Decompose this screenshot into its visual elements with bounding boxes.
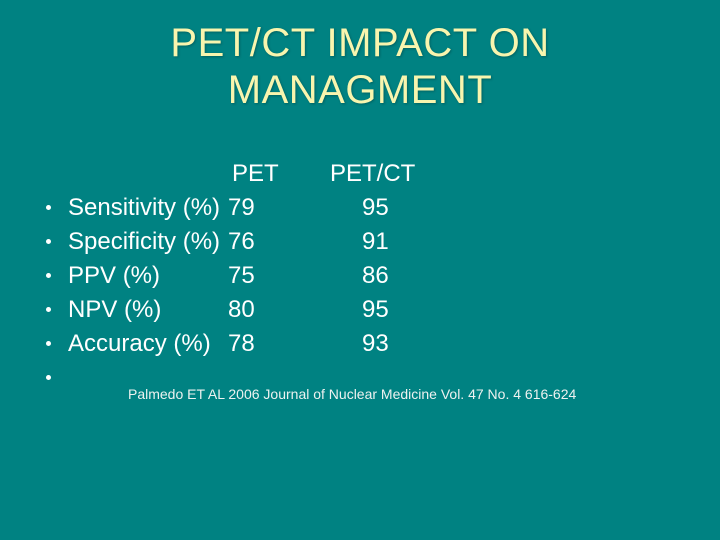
title-line-2: MANAGMENT	[227, 68, 493, 112]
bullet-icon	[46, 375, 51, 380]
results-table: PET PET/CT Sensitivity (%) 79 95 Specifi…	[0, 157, 720, 395]
table-row-sensitivity: Sensitivity (%) 79 95	[0, 191, 720, 225]
row-label: Sensitivity (%)	[68, 194, 221, 221]
row-label: Specificity (%)	[68, 228, 221, 255]
petct-value: 95	[362, 194, 389, 221]
row-label: Accuracy (%)	[68, 330, 211, 357]
row-label: PPV (%)	[68, 262, 161, 289]
row-label: NPV (%)	[68, 296, 162, 323]
pet-value: 75	[228, 262, 255, 289]
petct-value: 93	[362, 330, 389, 357]
pet-column-header: PET	[232, 160, 279, 187]
citation: Palmedo ET AL 2006 Journal of Nuclear Me…	[128, 386, 577, 402]
table-row-specificity: Specificity (%) 76 91	[0, 225, 720, 259]
table-row-accuracy: Accuracy (%) 78 93	[0, 327, 720, 361]
petct-value: 91	[362, 228, 389, 255]
petct-column-header: PET/CT	[330, 160, 416, 187]
table-header-row: PET PET/CT	[0, 157, 720, 191]
petct-value: 86	[362, 262, 389, 289]
empty-bullet-row	[0, 361, 720, 395]
slide-title: PET/CT IMPACT ON MANAGMENT	[0, 20, 720, 114]
pet-value: 79	[228, 194, 255, 221]
bullet-icon	[46, 239, 51, 244]
table-row-npv: NPV (%) 80 95	[0, 293, 720, 327]
pet-value: 80	[228, 296, 255, 323]
bullet-icon	[46, 273, 51, 278]
petct-value: 95	[362, 296, 389, 323]
title-line-1: PET/CT IMPACT ON	[170, 21, 550, 65]
table-row-ppv: PPV (%) 75 86	[0, 259, 720, 293]
pet-value: 78	[228, 330, 255, 357]
bullet-icon	[46, 205, 51, 210]
bullet-icon	[46, 341, 51, 346]
pet-value: 76	[228, 228, 255, 255]
bullet-icon	[46, 307, 51, 312]
